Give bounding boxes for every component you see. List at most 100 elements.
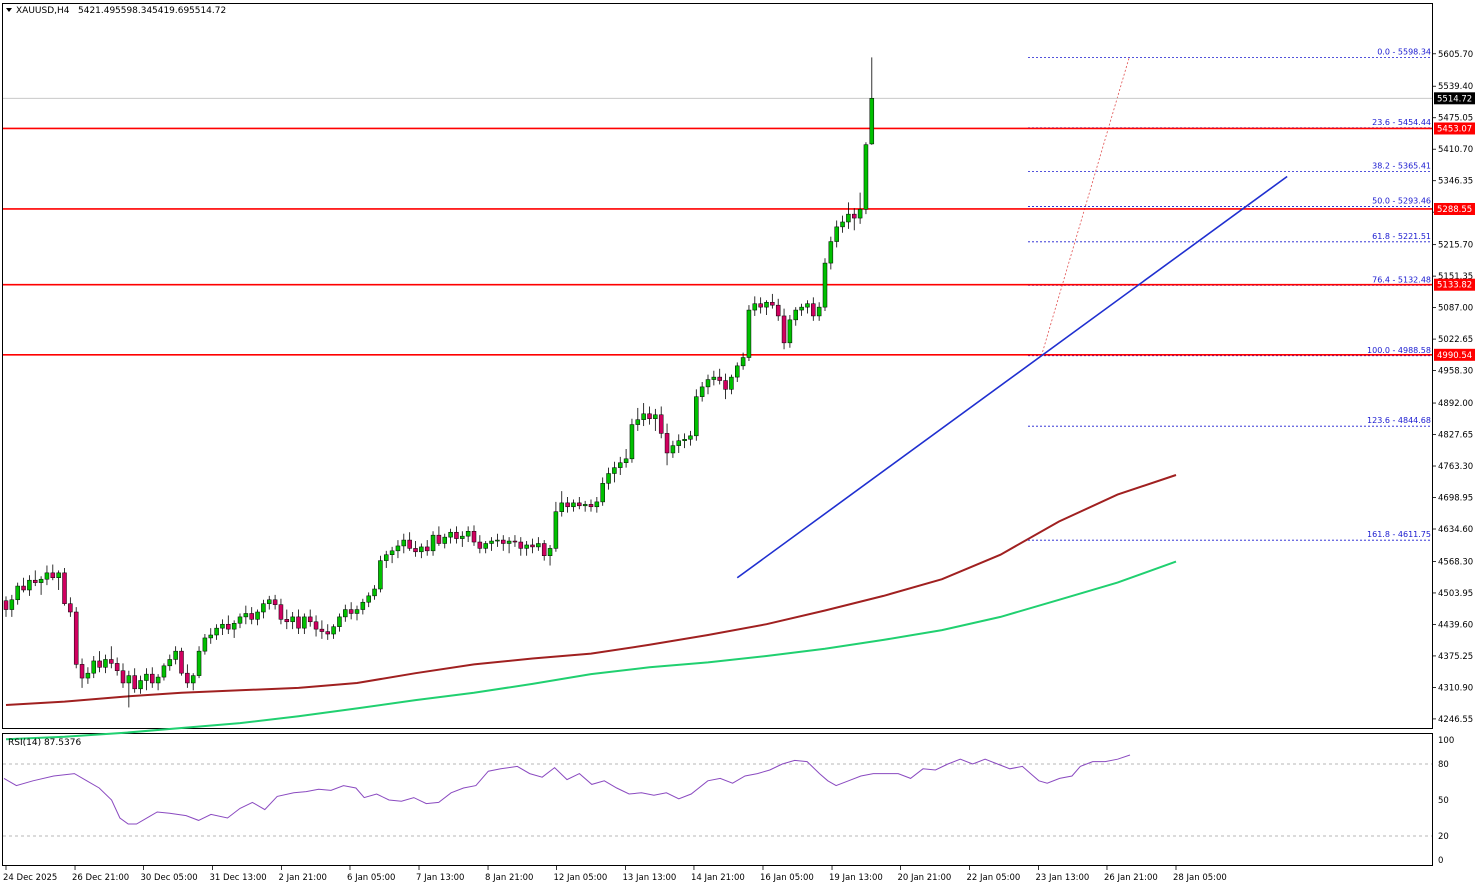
bearish-candle (272, 599, 278, 605)
level-price-box (1434, 348, 1475, 361)
level-price-label: 5453.07 (1437, 124, 1472, 134)
time-axis-label: 30 Dec 05:00 (140, 873, 197, 883)
time-axis[interactable]: 24 Dec 2025 26 Dec 21:00 30 Dec 05:00 31 De… (3, 866, 1227, 883)
bullish-candle (629, 424, 635, 460)
bullish-candle (465, 531, 471, 537)
bullish-candle (27, 579, 32, 591)
fib-level-label: 123.6 - 4844.68 (1367, 416, 1431, 425)
ohlc-close: 5514.72 (189, 6, 226, 16)
bearish-candle (436, 534, 442, 544)
bullish-candle (138, 680, 143, 690)
fib-level-label: 50.0 - 5293.46 (1372, 197, 1431, 206)
price-axis[interactable]: 5605.705539.405475.055410.705346.355282.… (1432, 50, 1473, 725)
symbol-dropdown-icon[interactable] (6, 8, 12, 12)
bearish-candle (424, 546, 430, 552)
bearish-candle (114, 663, 120, 671)
bullish-candle (822, 262, 828, 308)
price-axis-label: 4503.95 (1438, 589, 1473, 599)
bullish-candle (91, 660, 96, 674)
bullish-candle (711, 376, 717, 380)
rsi-axis-label: 20 (1438, 832, 1449, 842)
bullish-candle (787, 319, 793, 344)
ohlc-open: 5421.49 (78, 6, 115, 16)
bullish-candle (612, 467, 617, 474)
level-price-box (1434, 122, 1475, 135)
price-axis-label: 4310.90 (1438, 683, 1473, 693)
bearish-candle (132, 675, 137, 690)
price-axis-label: 5087.00 (1438, 304, 1473, 314)
bullish-candle (15, 585, 20, 601)
bullish-candle (9, 599, 15, 610)
level-price-box (1434, 202, 1475, 215)
bearish-candle (775, 304, 781, 317)
bearish-candle (852, 213, 857, 219)
bearish-candle (407, 539, 412, 549)
time-axis-label: 8 Jan 21:00 (485, 873, 533, 883)
main-chart-frame (2, 3, 1433, 729)
bullish-candle (840, 221, 845, 228)
time-axis-label: 20 Jan 21:00 (897, 873, 951, 883)
bearish-candle (68, 603, 73, 613)
bearish-candle (109, 659, 114, 664)
bullish-candle (740, 357, 746, 367)
bullish-candle (173, 650, 178, 660)
bullish-candle (746, 309, 752, 358)
bearish-candle (21, 585, 26, 591)
price-axis-label: 5605.70 (1438, 50, 1473, 60)
bullish-candle (208, 634, 213, 639)
bullish-candle (448, 531, 453, 538)
bullish-candle (506, 540, 512, 544)
bullish-candle (360, 601, 366, 610)
time-axis-label: 7 Jan 13:00 (416, 873, 464, 883)
bullish-candle (302, 616, 307, 629)
bearish-candle (97, 660, 102, 668)
bearish-candle (454, 531, 459, 539)
bullish-candle (869, 98, 875, 145)
bullish-candle (214, 627, 219, 636)
fibonacci-retracement[interactable]: 0.0 - 5598.34 23.6 - 5454.44 38.2 - 5365.4… (1028, 47, 1432, 541)
price-axis-label: 4634.60 (1438, 525, 1473, 535)
bullish-candle (594, 501, 600, 508)
price-axis-label: 5539.40 (1438, 82, 1473, 92)
bearish-candle (758, 303, 763, 308)
bearish-candle (477, 541, 483, 549)
bearish-candle (565, 502, 570, 508)
trendline[interactable] (736, 175, 1288, 579)
bullish-candle (103, 659, 108, 668)
bullish-candle (389, 550, 395, 555)
bullish-candle (857, 209, 863, 219)
bearish-candle (811, 303, 816, 317)
bearish-candle (319, 628, 325, 632)
bullish-candle (606, 473, 611, 484)
bullish-candle (337, 616, 342, 627)
bullish-candle (419, 546, 424, 553)
bullish-candle (752, 303, 758, 311)
rsi-indicator: 100 80 50 20 0 (3, 736, 1454, 866)
bullish-candle (793, 309, 798, 321)
current-price-box (1434, 92, 1475, 105)
bullish-candle (126, 675, 132, 684)
bullish-candle (705, 379, 711, 388)
bearish-candle (307, 616, 313, 623)
rsi-panel-frame (2, 733, 1433, 866)
ma-green-line (5, 560, 1177, 741)
price-axis-label: 4246.55 (1438, 715, 1473, 725)
bullish-candle (559, 502, 564, 512)
horizontal-levels[interactable] (3, 127, 1432, 356)
bearish-candle (226, 623, 231, 630)
bullish-candle (834, 226, 839, 242)
time-axis-label: 13 Jan 13:00 (623, 873, 677, 883)
bullish-candle (384, 554, 389, 561)
bearish-candle (658, 414, 664, 434)
bullish-candle (694, 396, 699, 437)
chart-header-symbol: XAUUSD,H4 (16, 6, 70, 16)
bullish-candle (354, 609, 360, 614)
bearish-candle (249, 613, 254, 620)
bullish-candle (582, 504, 588, 507)
price-axis-label: 5215.70 (1438, 241, 1473, 251)
bullish-candle (401, 539, 407, 547)
bearish-candle (313, 621, 319, 630)
bullish-candle (799, 306, 804, 311)
